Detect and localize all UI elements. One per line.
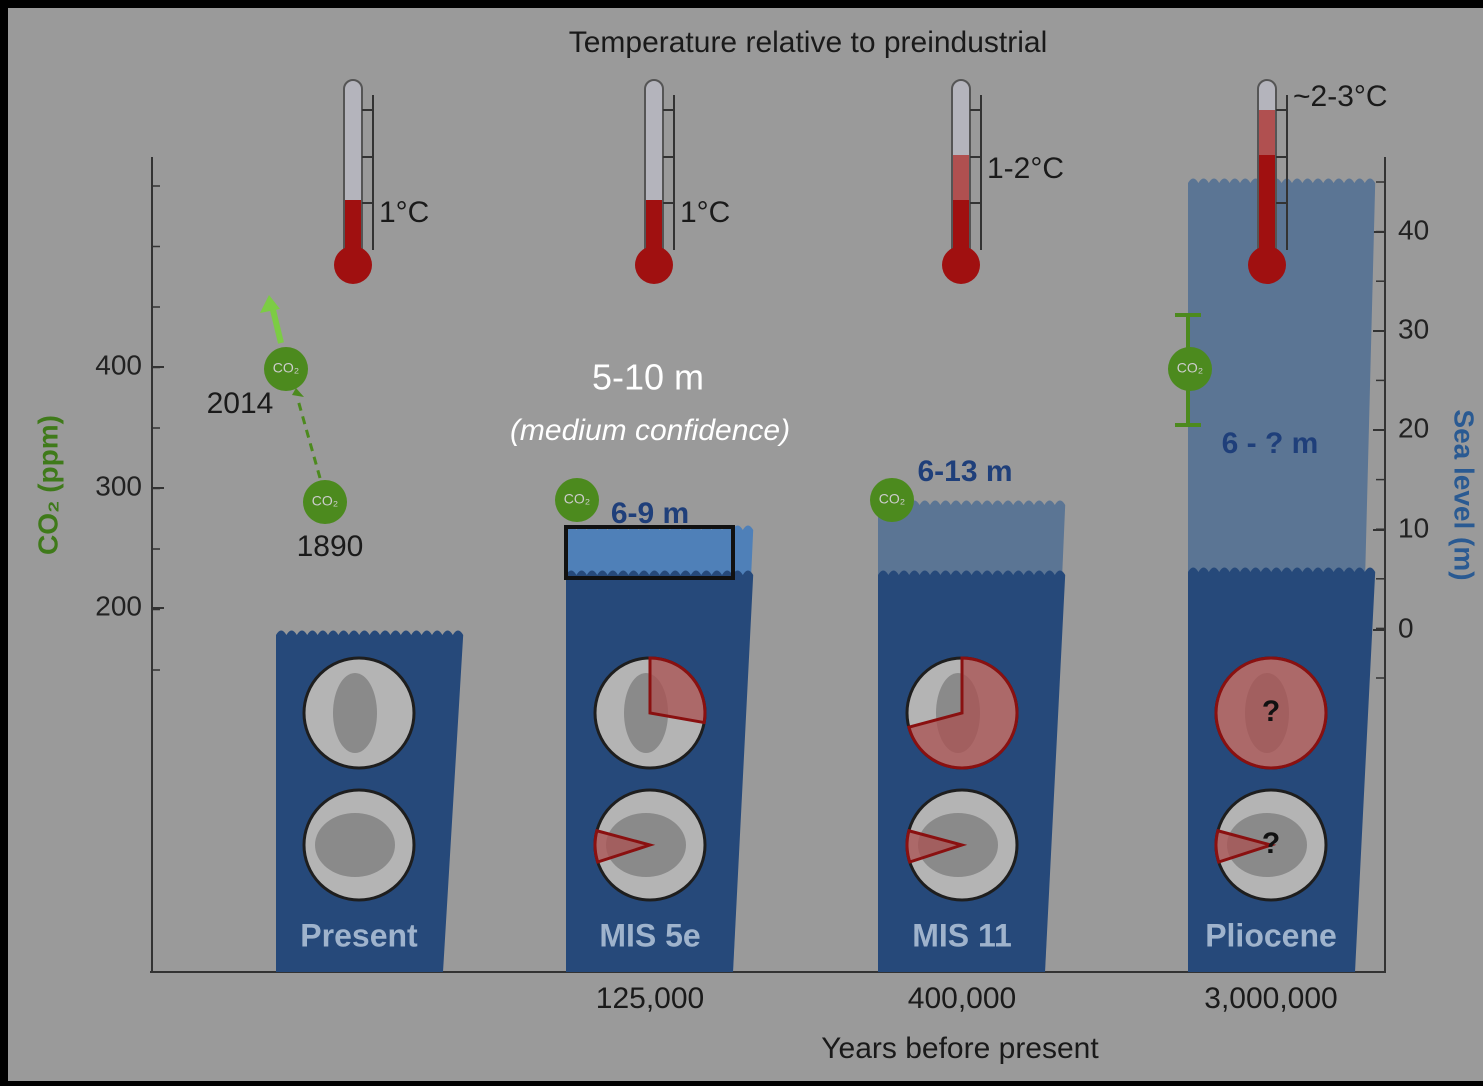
thermometer-fill-range [953,155,969,200]
ice-sheet [333,673,377,753]
period-name: Pliocene [1205,917,1337,953]
temperature-label: 1°C [379,196,429,229]
period-name: MIS 11 [912,917,1012,953]
co2-marker-label: CO₂ [273,360,299,376]
callout-value: 5-10 m [592,357,704,398]
temperature-label: 1-2°C [987,152,1064,185]
co2-marker-label: CO₂ [1177,360,1203,376]
title: Temperature relative to preindustrial [569,26,1048,59]
sea-level-bar [566,571,753,973]
co2-marker-label: CO₂ [564,491,590,507]
left-tick-label: 400 [95,349,142,380]
period-name: Present [300,917,418,953]
sea-level-bar [878,571,1065,973]
left-axis-label: CO₂ (ppm) [32,415,63,555]
thermometer-fill [1259,155,1275,255]
period-name: MIS 5e [599,917,700,953]
temperature-label: 1°C [680,196,730,229]
unknown-mark: ? [1262,827,1280,860]
ice-sheet [315,813,395,877]
thermometer-fill-range [1259,110,1275,155]
sea-level-label: 6-13 m [917,455,1012,488]
co2-marker-label: CO₂ [312,493,338,509]
callout-note: (medium confidence) [510,414,790,447]
unknown-mark: ? [1262,695,1280,728]
x-axis-label: Years before present [821,1032,1099,1065]
x-tick-label: 125,000 [596,982,704,1015]
x-tick-label: 3,000,000 [1204,982,1337,1015]
co2-year: 1890 [297,530,364,563]
left-tick-label: 300 [95,470,142,501]
sea-level-label: 6 - ? m [1222,427,1319,460]
right-tick-label: 20 [1398,412,1429,443]
thermometer-bulb [1248,246,1286,284]
right-axis-label: Sea level (m) [1449,409,1480,580]
x-tick-label: 400,000 [908,982,1016,1015]
sea-level-label: 6-9 m [611,497,689,530]
right-tick-label: 30 [1398,313,1429,344]
right-tick-label: 0 [1398,612,1414,643]
right-tick-label: 10 [1398,512,1429,543]
left-tick-label: 200 [95,590,142,621]
right-tick-label: 40 [1398,214,1429,245]
thermometer-bulb [334,246,372,284]
co2-year: 2014 [207,387,274,420]
thermometer-bulb [635,246,673,284]
temperature-label: ~2-3°C [1293,80,1388,113]
thermometer-bulb [942,246,980,284]
co2-marker-label: CO₂ [879,491,905,507]
slide: Temperature relative to preindustrial Ye… [0,0,1483,1081]
sea-level-bar [1188,568,1375,973]
